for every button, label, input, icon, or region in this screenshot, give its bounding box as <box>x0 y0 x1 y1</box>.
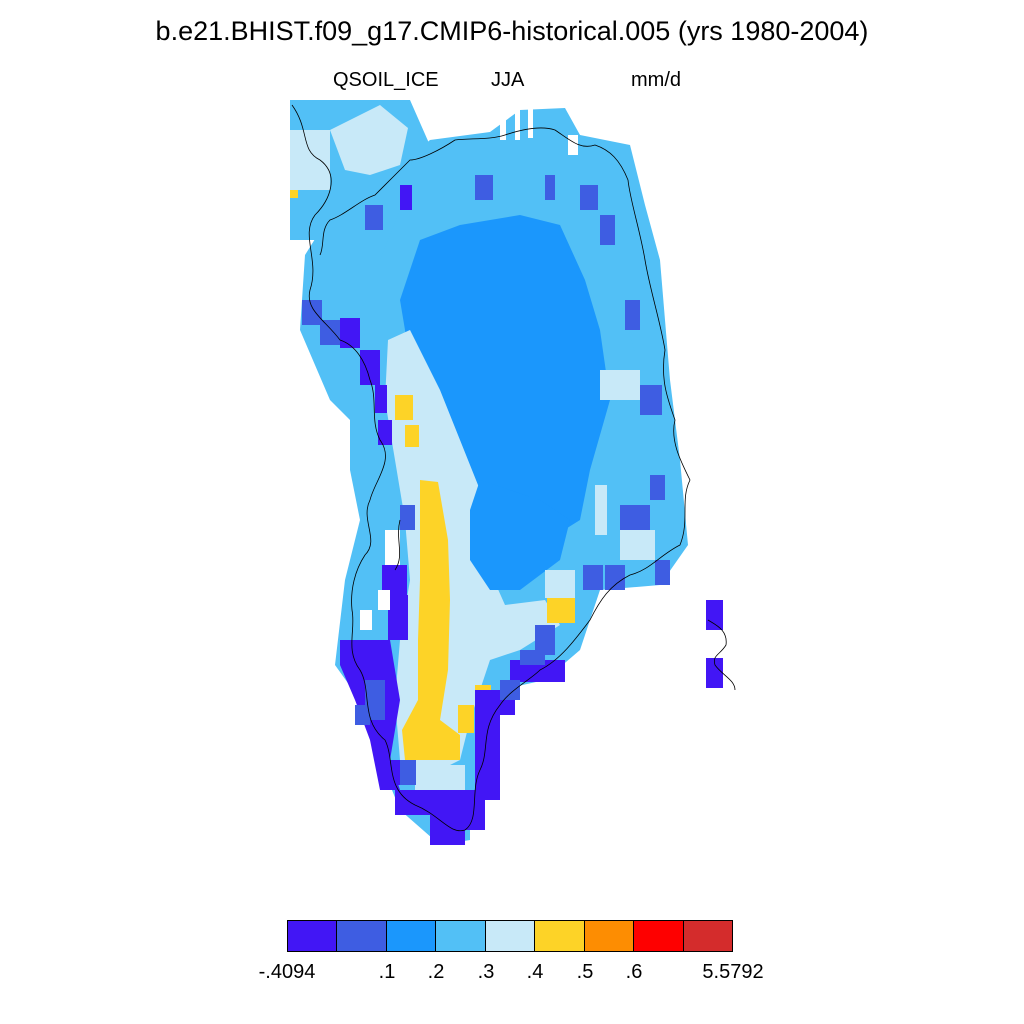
units-label: mm/d <box>631 69 681 91</box>
greenland-field <box>300 108 688 845</box>
colorbar-swatch <box>386 921 437 951</box>
colorbar-swatch <box>584 921 635 951</box>
colorbar-tick-label: .1 <box>378 961 396 983</box>
colorbar <box>287 920 733 952</box>
colorbar-swatch <box>535 921 585 951</box>
colorbar-tick-label: .4 <box>526 961 544 983</box>
colorbar-tick-label: .3 <box>477 961 495 983</box>
colorbar-tick-label: .2 <box>427 961 445 983</box>
figure-title: b.e21.BHIST.f09_g17.CMIP6-historical.005… <box>155 16 869 46</box>
colorbar-tick-label: -.4094 <box>258 961 316 983</box>
yellow-band <box>402 480 460 760</box>
colorbar-tick-label: .5 <box>576 961 594 983</box>
colorbar-swatch <box>288 921 338 951</box>
coastline <box>291 104 736 832</box>
no-data-cells <box>360 108 578 630</box>
low-mid-cells <box>302 175 670 785</box>
colorbar-tick-label: 5.5792 <box>702 961 764 983</box>
ellesmere-region <box>290 100 432 240</box>
season-label: JJA <box>491 69 525 91</box>
colorbar-swatch <box>485 921 536 951</box>
colorbar-swatch <box>337 921 387 951</box>
colorbar-swatch <box>683 921 732 951</box>
variable-label: QSOIL_ICE <box>333 69 439 91</box>
colorbar-swatch <box>436 921 486 951</box>
colorbar-tick-label: .6 <box>625 961 643 983</box>
colorbar-swatch <box>634 921 684 951</box>
